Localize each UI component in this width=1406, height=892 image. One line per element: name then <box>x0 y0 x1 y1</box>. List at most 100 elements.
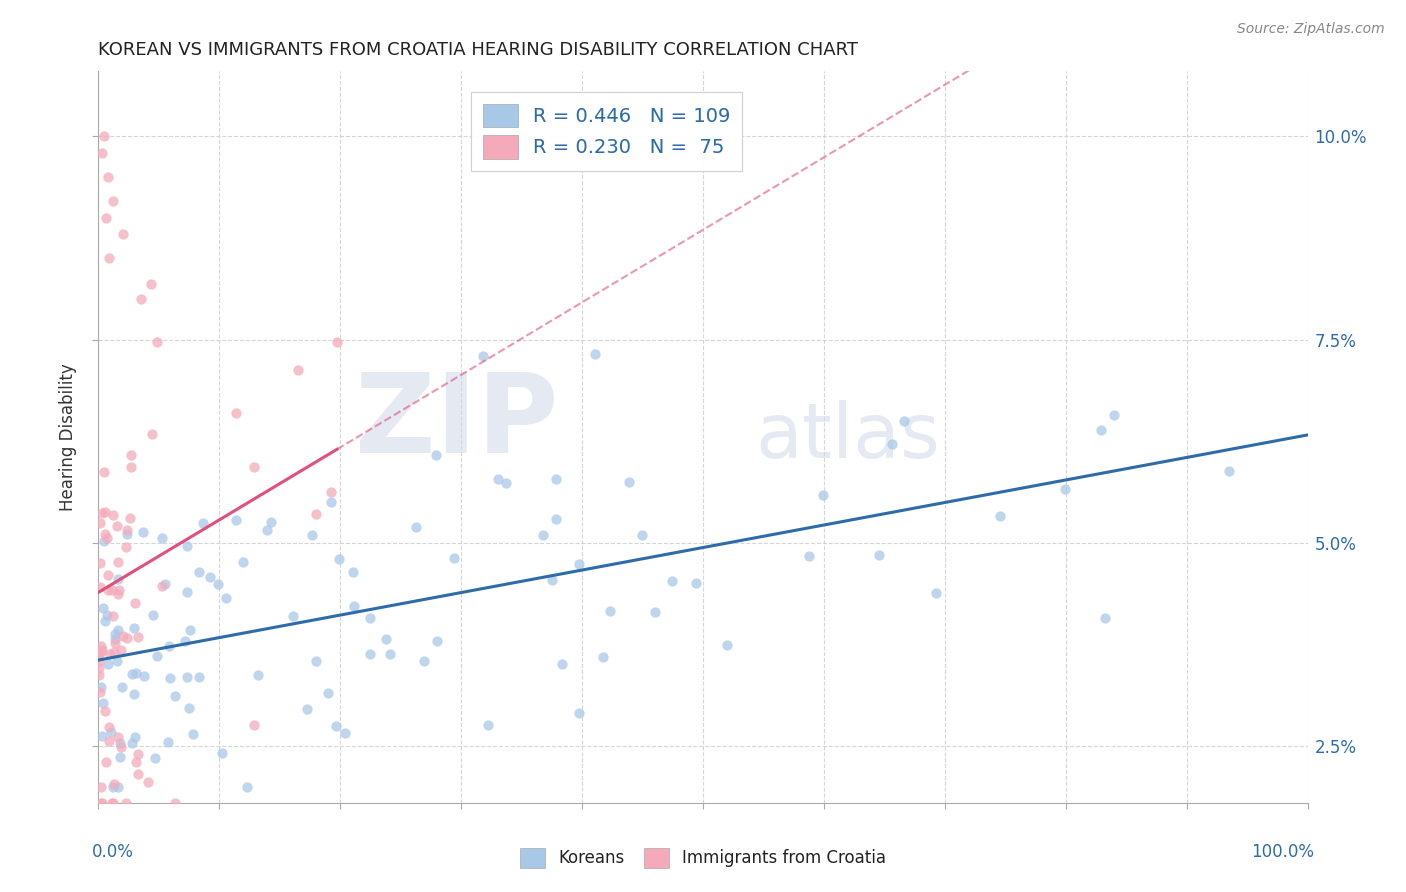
Point <box>124 731 146 745</box>
Point <box>188 565 211 579</box>
Point <box>188 670 211 684</box>
Point <box>426 633 449 648</box>
Point <box>96 531 118 545</box>
Point <box>108 750 131 764</box>
Point <box>225 406 247 420</box>
Point <box>127 747 149 761</box>
Point <box>120 511 142 525</box>
Point <box>716 638 738 652</box>
Point <box>287 362 309 376</box>
Point <box>661 574 683 588</box>
Point <box>89 556 111 570</box>
Point <box>207 577 229 591</box>
Point <box>90 780 112 794</box>
Point <box>486 472 509 486</box>
Point <box>89 580 111 594</box>
Point <box>90 729 112 743</box>
Point <box>925 586 948 600</box>
Point <box>685 575 707 590</box>
Point <box>301 528 323 542</box>
Point <box>115 796 138 810</box>
Point <box>141 427 163 442</box>
Point <box>551 657 574 672</box>
Point <box>125 755 148 769</box>
Legend: Koreans, Immigrants from Croatia: Koreans, Immigrants from Croatia <box>513 841 893 875</box>
Point <box>425 448 447 462</box>
Point <box>97 169 120 184</box>
Point <box>90 640 112 654</box>
Point <box>150 579 173 593</box>
Point <box>103 777 125 791</box>
Point <box>96 608 118 623</box>
Point <box>305 654 328 668</box>
Point <box>325 719 347 733</box>
Point <box>91 506 114 520</box>
Point <box>988 509 1011 524</box>
Point <box>1218 464 1240 478</box>
Point <box>101 796 124 810</box>
Point <box>495 475 517 490</box>
Point <box>97 567 120 582</box>
Point <box>176 539 198 553</box>
Point <box>101 194 124 209</box>
Point <box>150 531 173 545</box>
Point <box>122 621 145 635</box>
Point <box>104 626 127 640</box>
Point <box>142 607 165 622</box>
Point <box>567 557 589 571</box>
Point <box>105 518 128 533</box>
Point <box>159 639 181 653</box>
Point <box>295 702 318 716</box>
Point <box>108 736 131 750</box>
Point <box>471 349 494 363</box>
Point <box>107 587 129 601</box>
Point <box>359 611 381 625</box>
Point <box>89 654 111 668</box>
Point <box>114 541 136 555</box>
Point <box>211 746 233 760</box>
Point <box>544 512 567 526</box>
Point <box>359 647 381 661</box>
Point <box>281 609 304 624</box>
Point <box>405 520 427 534</box>
Y-axis label: Hearing Disability: Hearing Disability <box>59 363 77 511</box>
Point <box>342 565 364 579</box>
Point <box>165 796 187 810</box>
Point <box>1094 611 1116 625</box>
Point <box>94 505 117 519</box>
Point <box>93 465 115 479</box>
Text: 0.0%: 0.0% <box>93 843 134 861</box>
Point <box>1102 409 1125 423</box>
Text: 100.0%: 100.0% <box>1250 843 1313 861</box>
Point <box>232 555 254 569</box>
Point <box>89 647 111 661</box>
Point <box>183 727 205 741</box>
Point <box>157 734 180 748</box>
Point <box>90 643 112 657</box>
Text: Source: ZipAtlas.com: Source: ZipAtlas.com <box>1237 22 1385 37</box>
Point <box>583 347 606 361</box>
Point <box>124 596 146 610</box>
Point <box>111 227 134 241</box>
Point <box>97 657 120 671</box>
Point <box>103 645 125 659</box>
Point <box>644 605 666 619</box>
Point <box>242 460 264 475</box>
Point <box>225 513 247 527</box>
Point <box>256 523 278 537</box>
Point <box>328 551 350 566</box>
Legend: R = 0.446   N = 109, R = 0.230   N =  75: R = 0.446 N = 109, R = 0.230 N = 75 <box>471 92 742 170</box>
Point <box>177 701 200 715</box>
Point <box>143 751 166 765</box>
Point <box>120 460 142 475</box>
Point <box>533 527 555 541</box>
Point <box>115 523 138 537</box>
Text: KOREAN VS IMMIGRANTS FROM CROATIA HEARING DISABILITY CORRELATION CHART: KOREAN VS IMMIGRANTS FROM CROATIA HEARIN… <box>98 41 859 59</box>
Point <box>326 335 349 350</box>
Point <box>101 582 124 597</box>
Point <box>1053 482 1076 496</box>
Point <box>247 668 270 682</box>
Point <box>159 672 181 686</box>
Point <box>568 706 591 720</box>
Point <box>97 583 120 598</box>
